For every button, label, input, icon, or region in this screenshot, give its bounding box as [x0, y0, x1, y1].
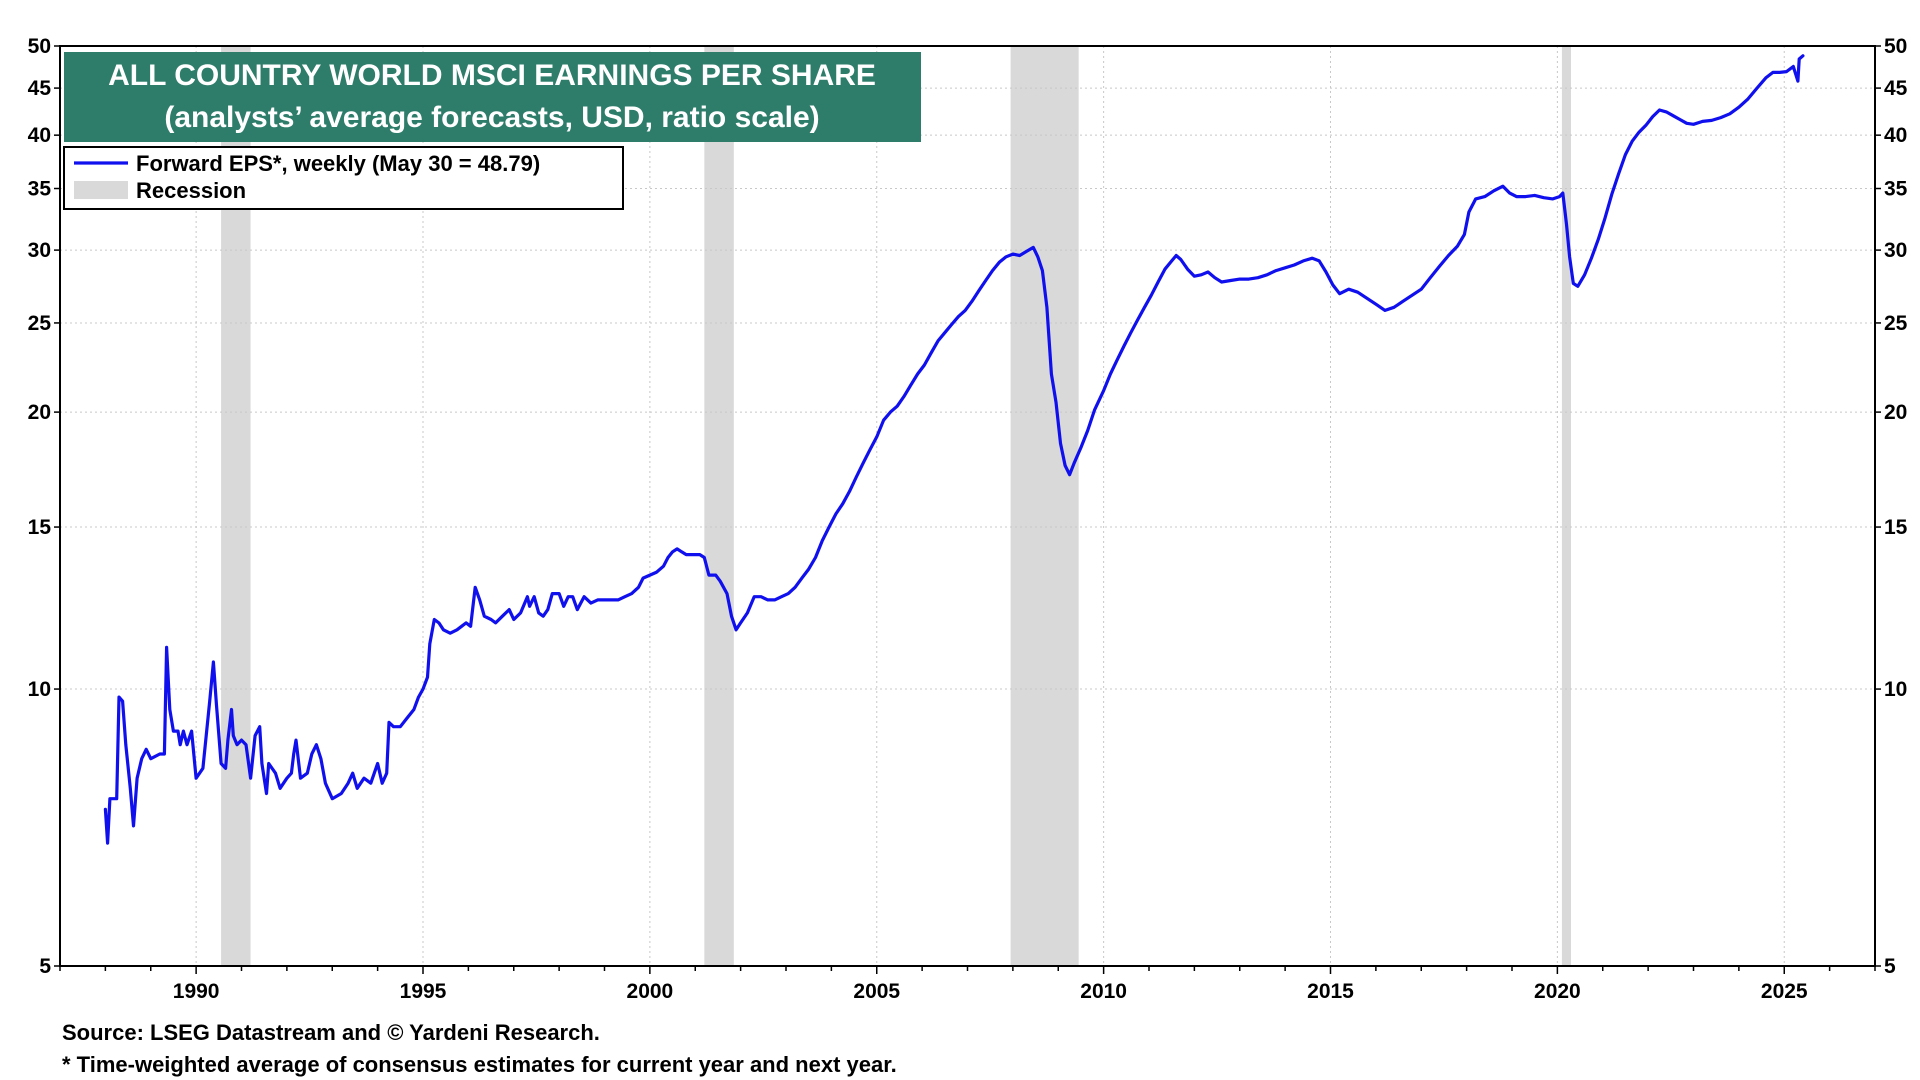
recession-band-3	[1010, 46, 1079, 966]
x-tick-label: 1990	[173, 980, 220, 1003]
y-axis-right-ticks: 5 10 15 20 25 30 35 40 45 50	[1875, 35, 1908, 978]
source-note: Source: LSEG Datastream and © Yardeni Re…	[62, 1020, 600, 1045]
y-tick-label-left: 45	[28, 77, 52, 100]
y-tick-label-left: 20	[28, 401, 51, 424]
y-tick-label-right: 5	[1884, 955, 1896, 978]
y-tick-label-right: 25	[1884, 312, 1908, 335]
x-tick-label: 2025	[1761, 980, 1808, 1003]
y-tick-label-left: 30	[28, 239, 51, 262]
y-tick-label-right: 35	[1884, 178, 1908, 201]
x-axis-ticks: 1990 1995 2000 2005 2010 2015 2020 2025	[59, 966, 1876, 1003]
y-tick-label-right: 40	[1884, 124, 1907, 147]
y-tick-label-right: 45	[1884, 77, 1908, 100]
legend-recession-swatch	[74, 181, 128, 199]
gridlines	[60, 46, 1875, 966]
legend-series-label: Forward EPS*, weekly (May 30 = 48.79)	[136, 151, 540, 176]
recession-band-2	[704, 46, 734, 966]
y-tick-label-right: 50	[1884, 35, 1907, 58]
x-tick-label: 1995	[400, 980, 447, 1003]
y-axis-left-ticks: 5 10 15 20 25 30 35 40 45 50	[28, 35, 60, 978]
x-tick-label: 2015	[1307, 980, 1354, 1003]
footnote: * Time-weighted average of consensus est…	[62, 1052, 897, 1077]
legend-recession-label: Recession	[136, 178, 246, 203]
x-tick-label: 2000	[627, 980, 674, 1003]
recession-band-4	[1561, 46, 1571, 966]
legend-box	[63, 146, 624, 210]
chart-title: ALL COUNTRY WORLD MSCI EARNINGS PER SHAR…	[108, 59, 876, 92]
chart-subtitle: (analysts’ average forecasts, USD, ratio…	[164, 101, 819, 134]
y-tick-label-left: 40	[28, 124, 51, 147]
y-tick-label-left: 15	[28, 516, 52, 539]
title-box	[64, 52, 921, 142]
y-tick-label-left: 5	[39, 955, 51, 978]
y-tick-label-left: 35	[28, 178, 52, 201]
y-tick-label-left: 50	[28, 35, 51, 58]
y-tick-label-right: 15	[1884, 516, 1908, 539]
y-tick-label-left: 10	[28, 678, 51, 701]
y-tick-label-right: 30	[1884, 239, 1907, 262]
forward-eps-line	[103, 54, 1805, 845]
y-tick-label-right: 10	[1884, 678, 1907, 701]
x-tick-label: 2010	[1080, 980, 1127, 1003]
x-tick-label: 2020	[1534, 980, 1581, 1003]
y-tick-label-left: 25	[28, 312, 52, 335]
x-tick-label: 2005	[853, 980, 900, 1003]
y-tick-label-right: 20	[1884, 401, 1907, 424]
